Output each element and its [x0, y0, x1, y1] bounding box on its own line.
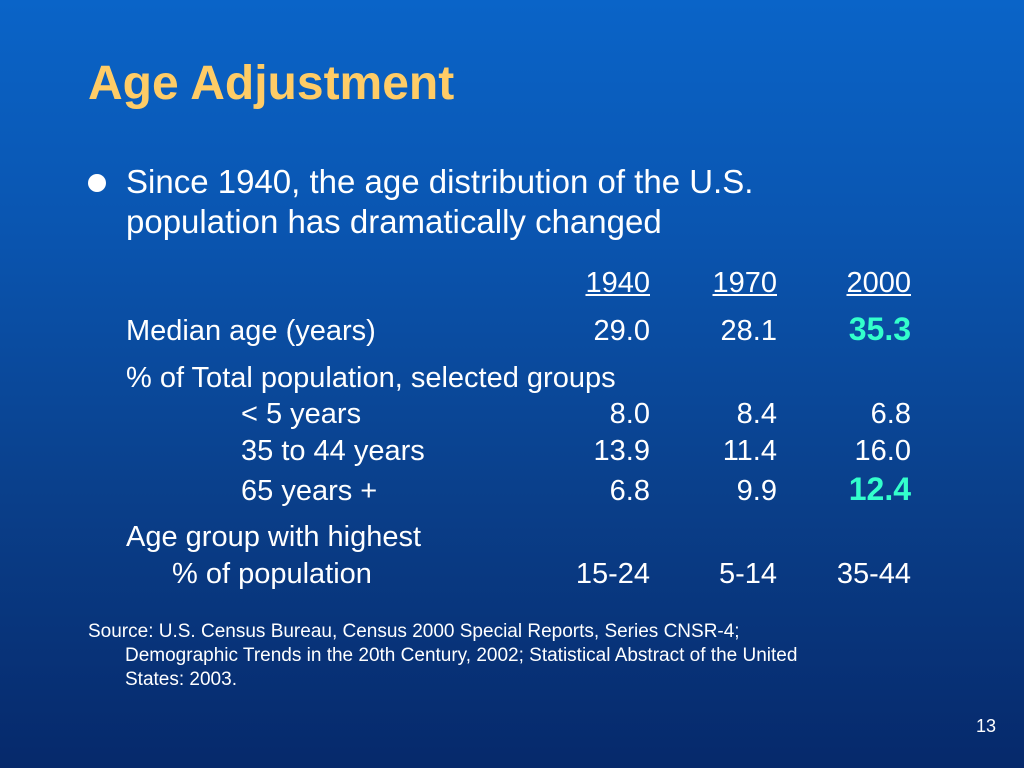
source-line-1: Source: U.S. Census Bureau, Census 2000 …: [88, 621, 740, 642]
source-line-2: Demographic Trends in the 20th Century, …: [125, 645, 798, 666]
median-age-label: Median age (years): [126, 315, 376, 347]
header-1940: 1940: [585, 267, 650, 299]
header-2000: 2000: [846, 267, 911, 299]
bullet-dot-icon: [88, 174, 106, 192]
slide-title: Age Adjustment: [88, 57, 455, 110]
bullet-text: Since 1940, the age distribution of the …: [126, 162, 926, 242]
source-note: Source: U.S. Census Bureau, Census 2000 …: [88, 620, 948, 692]
g65-1940: 6.8: [609, 475, 650, 507]
bullet-line-2: population has dramatically changed: [126, 203, 662, 240]
g65-1970: 9.9: [736, 475, 777, 507]
g35-2000: 16.0: [854, 435, 911, 467]
highest-1970: 5-14: [718, 558, 777, 590]
group-label-under5: < 5 years: [241, 398, 362, 430]
g65-2000: 12.4: [848, 471, 911, 507]
highest-1940: 15-24: [575, 558, 650, 590]
median-2000: 35.3: [848, 311, 911, 347]
pct-heading: % of Total population, selected groups: [126, 362, 616, 394]
bullet-line-1: Since 1940, the age distribution of the …: [126, 163, 754, 200]
median-1970: 28.1: [720, 315, 777, 347]
g35-1940: 13.9: [593, 435, 650, 467]
source-line-3: States: 2003.: [125, 669, 237, 690]
under5-1970: 8.4: [736, 398, 777, 430]
header-1970: 1970: [712, 267, 777, 299]
under5-2000: 6.8: [870, 398, 911, 430]
highest-label-1: Age group with highest: [126, 521, 422, 553]
g35-1970: 11.4: [722, 435, 777, 467]
median-1940: 29.0: [593, 315, 650, 347]
highest-label-2: % of population: [172, 558, 372, 590]
under5-1940: 8.0: [609, 398, 650, 430]
page-number: 13: [975, 716, 996, 736]
highest-2000: 35-44: [836, 558, 911, 590]
group-label-35-44: 35 to 44 years: [241, 435, 425, 467]
group-label-65plus: 65 years +: [241, 475, 378, 507]
